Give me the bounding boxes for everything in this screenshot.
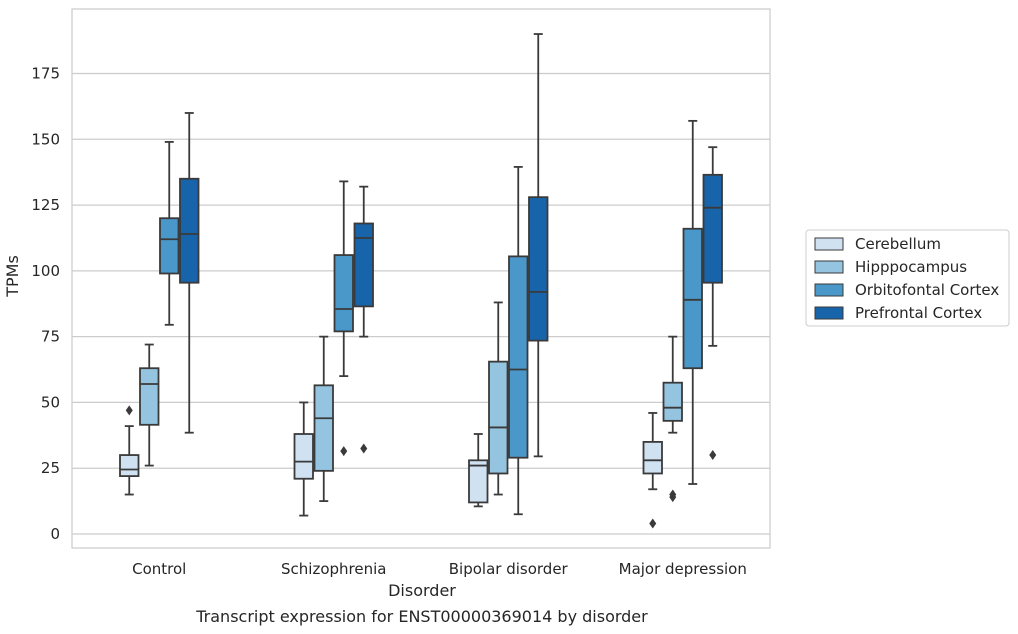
box-bipolar-disorder-prefrontal-cortex — [528, 33, 549, 458]
box-bipolar-disorder-orbitofontal-cortex — [508, 166, 529, 516]
box-schizophrenia-prefrontal-cortex — [353, 185, 374, 454]
y-tick-label-50: 50 — [41, 393, 60, 411]
boxes — [119, 33, 723, 529]
box-iqr — [313, 384, 334, 472]
legend-frame — [805, 229, 1010, 327]
legend-label-prefrontal-cortex: Prefrontal Cortex — [855, 304, 982, 322]
y-axis-label: TPMs — [3, 255, 22, 298]
legend-swatch-hippocampus — [814, 260, 844, 274]
legend-label-orbitofontal-cortex: Orbitofontal Cortex — [855, 281, 999, 299]
box-major-depression-orbitofontal-cortex — [682, 119, 703, 485]
y-tick-label-25: 25 — [41, 459, 60, 477]
legend-swatch-orbitofontal-cortex — [814, 283, 844, 297]
box-iqr — [159, 217, 180, 275]
outlier-point — [669, 489, 677, 500]
legend-swatch-cerebellum — [814, 237, 844, 251]
y-tick-label-125: 125 — [31, 196, 60, 214]
y-tick-label-75: 75 — [41, 328, 60, 346]
box-iqr — [293, 433, 314, 480]
legend-label-hippocampus: Hipppocampus — [855, 258, 967, 276]
y-tick-labels: 0 25 50 75 100 125 150 175 — [31, 65, 60, 544]
y-tick-label-100: 100 — [31, 262, 60, 280]
outlier-point — [709, 450, 717, 461]
legend-swatch-prefrontal-cortex — [814, 306, 844, 320]
outlier-point — [360, 443, 368, 454]
legend-label-cerebellum: Cerebellum — [855, 235, 941, 253]
box-major-depression-cerebellum — [642, 412, 663, 529]
box-iqr — [508, 255, 529, 459]
figure-caption: Transcript expression for ENST0000036901… — [195, 607, 648, 626]
box-control-prefrontal-cortex — [179, 112, 200, 434]
y-tick-label-150: 150 — [31, 130, 60, 148]
box-iqr — [528, 196, 549, 342]
outlier-point — [340, 446, 348, 457]
box-schizophrenia-orbitofontal-cortex — [333, 180, 354, 457]
box-iqr — [333, 254, 354, 333]
box-iqr — [353, 222, 374, 308]
box-control-hipppocampus — [139, 343, 160, 467]
outlier-point — [125, 405, 133, 416]
box-schizophrenia-cerebellum — [293, 401, 314, 517]
legend: Cerebellum Hipppocampus Orbitofontal Cor… — [805, 229, 1010, 327]
outlier-point — [649, 518, 657, 529]
x-tick-label-control: Control — [132, 560, 186, 578]
box-iqr — [488, 360, 509, 475]
box-major-depression-hipppocampus — [662, 335, 683, 503]
box-iqr — [682, 227, 703, 370]
box-iqr — [662, 381, 683, 422]
x-tick-label-major-depression: Major depression — [619, 560, 747, 578]
box-bipolar-disorder-hipppocampus — [488, 301, 509, 496]
box-bipolar-disorder-cerebellum — [468, 433, 489, 508]
x-tick-label-bipolar-disorder: Bipolar disorder — [449, 560, 569, 578]
x-tick-label-schizophrenia: Schizophrenia — [281, 560, 386, 578]
box-iqr — [468, 459, 489, 504]
plot-area-frame — [71, 8, 771, 549]
box-iqr — [119, 454, 140, 478]
box-schizophrenia-hipppocampus — [313, 335, 334, 503]
y-tick-label-175: 175 — [31, 65, 60, 83]
grid-lines — [72, 72, 770, 535]
box-control-orbitofontal-cortex — [159, 141, 180, 326]
box-iqr — [179, 177, 200, 284]
x-tick-labels: Control Schizophrenia Bipolar disorder Majo… — [132, 560, 747, 578]
box-control-cerebellum — [119, 405, 140, 496]
y-tick-label-0: 0 — [50, 525, 60, 543]
box-major-depression-prefrontal-cortex — [702, 146, 723, 461]
box-iqr — [642, 440, 663, 475]
box-iqr — [702, 173, 723, 284]
box-iqr — [139, 367, 160, 426]
x-axis-label: Disorder — [388, 581, 456, 600]
